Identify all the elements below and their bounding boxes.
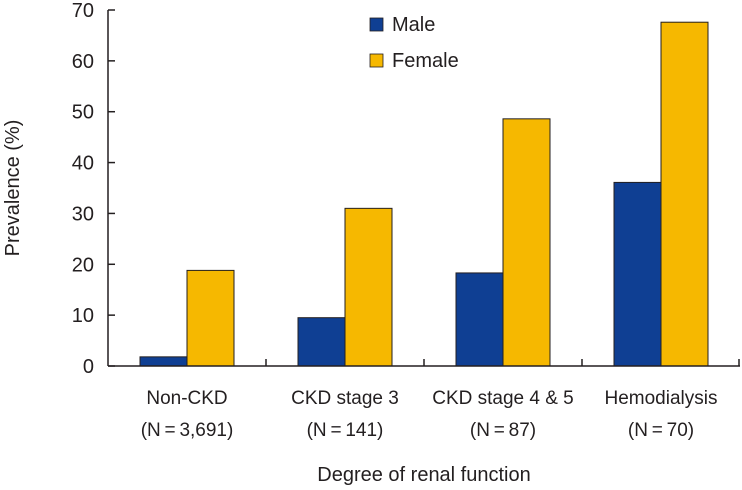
x-category-count: (N = 87) [470,420,536,441]
y-tick-label: 0 [83,356,94,378]
x-category-label: CKD stage 3 [291,388,399,409]
y-tick-label: 20 [72,254,94,276]
bar-female-2 [344,207,393,367]
x-category-count: (N = 70) [628,420,694,441]
x-category-count: (N = 141) [307,420,384,441]
y-tick-label: 40 [72,153,94,175]
bars [139,21,709,367]
x-category-count: (N = 3,691) [141,420,234,441]
y-tick-label: 50 [72,102,94,124]
x-category-label: Hemodialysis [605,388,718,409]
y-tick-label: 30 [72,203,94,225]
x-category-label: CKD stage 4 & 5 [432,388,574,409]
legend-swatch-male [369,17,384,32]
y-tick-label: 70 [72,0,94,22]
y-axis-ticks: 0 10 20 30 40 50 60 70 [72,0,115,378]
bar-female-1 [186,269,235,367]
x-category-label: Non-CKD [146,388,227,409]
y-tick-label: 10 [72,305,94,327]
legend: Male Female [369,14,459,72]
x-axis-title: Degree of renal function [317,464,530,486]
bar-male-3 [455,272,504,367]
bar-male-1 [139,356,188,367]
bar-female-3 [502,118,551,367]
bar-male-4 [613,181,662,367]
legend-label-male: Male [392,14,435,36]
legend-label-female: Female [392,50,459,72]
legend-swatch-female [369,53,384,68]
x-axis-labels: Non-CKD (N = 3,691) CKD stage 3 (N = 141) CK… [141,359,740,441]
y-tick-label: 60 [72,51,94,73]
y-axis-title: Prevalence (%) [2,120,24,257]
bar-female-4 [660,21,709,367]
bar-male-2 [297,317,346,367]
